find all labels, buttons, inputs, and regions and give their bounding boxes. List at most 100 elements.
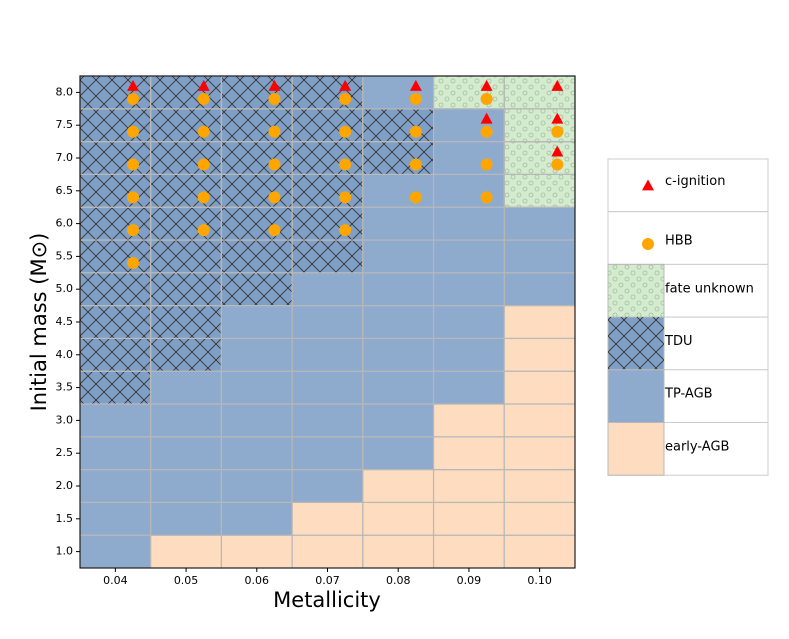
- c-ignition-marker: [551, 112, 564, 124]
- y-tick-label: 6.5: [56, 184, 74, 197]
- c-ignition-marker: [197, 79, 210, 91]
- y-tick-label: 1.5: [56, 512, 74, 525]
- cell-hatch: [503, 108, 576, 143]
- hbb-marker: [197, 191, 210, 204]
- cell: [79, 403, 152, 438]
- y-tick-label: 5.5: [56, 249, 74, 262]
- hbb-marker: [268, 92, 281, 105]
- cell: [362, 305, 435, 340]
- legend-swatch: [607, 422, 665, 476]
- hbb-marker: [551, 158, 564, 171]
- cell-hatch: [79, 272, 152, 307]
- legend-label: TP-AGB: [664, 387, 713, 402]
- hbb-marker: [480, 158, 493, 171]
- cell: [432, 370, 505, 405]
- cell-hatch: [150, 272, 223, 307]
- cell: [503, 239, 576, 274]
- cell: [432, 337, 505, 372]
- hbb-marker: [551, 125, 564, 138]
- cell: [291, 436, 364, 471]
- cell: [503, 436, 576, 471]
- cell: [432, 239, 505, 274]
- hbb-marker: [339, 224, 352, 237]
- cell-hatch: [79, 305, 152, 340]
- legend-label: c-ignition: [665, 174, 725, 189]
- cell-hatch: [503, 173, 576, 208]
- hbb-marker: [268, 158, 281, 171]
- cell-hatch: [291, 141, 364, 176]
- cell: [79, 501, 152, 536]
- cell: [362, 436, 435, 471]
- cell: [362, 337, 435, 372]
- cell: [503, 501, 576, 536]
- cell: [432, 173, 505, 208]
- cell: [362, 403, 435, 438]
- hbb-marker: [339, 125, 352, 138]
- hbb-marker: [127, 224, 140, 237]
- cell: [432, 108, 505, 143]
- cell-hatch: [291, 75, 364, 110]
- cell-hatch: [362, 141, 435, 176]
- cell: [291, 403, 364, 438]
- hbb-marker: [480, 125, 493, 138]
- cell: [291, 272, 364, 307]
- cell: [362, 534, 435, 569]
- cell: [432, 534, 505, 569]
- cell-hatch: [150, 206, 223, 241]
- hbb-marker: [339, 191, 352, 204]
- hbb-marker: [480, 191, 493, 204]
- cell: [362, 501, 435, 536]
- y-tick-label: 4.0: [56, 348, 74, 361]
- legend-label: HBB: [665, 234, 693, 249]
- cell: [432, 206, 505, 241]
- legend-label: early-AGB: [665, 439, 729, 454]
- cell-hatch: [220, 108, 293, 143]
- cell: [220, 436, 293, 471]
- y-tick-label: 1.0: [56, 545, 74, 558]
- y-tick-label: 7.5: [56, 118, 74, 131]
- y-tick-label: 2.0: [56, 479, 74, 492]
- c-ignition-marker: [551, 79, 564, 91]
- c-ignition-marker: [409, 79, 422, 91]
- cell-hatch: [150, 108, 223, 143]
- y-tick-label: 8.0: [56, 85, 74, 98]
- cell-hatch: [79, 75, 152, 110]
- legend-marker: [642, 238, 654, 251]
- cell-hatch: [220, 141, 293, 176]
- cell: [220, 305, 293, 340]
- cell: [150, 403, 223, 438]
- y-tick-label: 4.5: [56, 315, 74, 328]
- hbb-marker: [127, 256, 140, 269]
- cell-hatch: [362, 108, 435, 143]
- hbb-marker: [197, 92, 210, 105]
- cell-hatch: [150, 239, 223, 274]
- axes: 0.04 0.05 0.06 0.07 0.08 0.09 0.10 1.0 1.5 2.0 2.5…: [56, 75, 576, 587]
- cell-hatch: [79, 108, 152, 143]
- cell: [432, 436, 505, 471]
- cell: [220, 501, 293, 536]
- hbb-marker: [480, 92, 493, 105]
- cell: [150, 534, 223, 569]
- cell-hatch: [79, 141, 152, 176]
- cell: [79, 436, 152, 471]
- cell: [432, 272, 505, 307]
- hbb-marker: [339, 158, 352, 171]
- legend-swatch-hatch: [608, 317, 664, 370]
- hbb-marker: [409, 158, 422, 171]
- cell: [291, 534, 364, 569]
- x-tick-label: 0.07: [315, 574, 340, 587]
- hbb-marker: [127, 92, 140, 105]
- cell-hatch: [220, 239, 293, 274]
- cell-hatch: [220, 173, 293, 208]
- c-ignition-marker: [339, 79, 352, 91]
- cell: [220, 469, 293, 504]
- cell: [79, 469, 152, 504]
- legend-label: TDU: [664, 334, 692, 349]
- cell: [291, 501, 364, 536]
- cell-hatch: [291, 206, 364, 241]
- cell: [432, 305, 505, 340]
- c-ignition-marker: [480, 79, 493, 91]
- y-tick-label: 3.0: [56, 413, 74, 426]
- x-tick-label: 0.10: [527, 574, 552, 587]
- cell-hatch: [79, 337, 152, 372]
